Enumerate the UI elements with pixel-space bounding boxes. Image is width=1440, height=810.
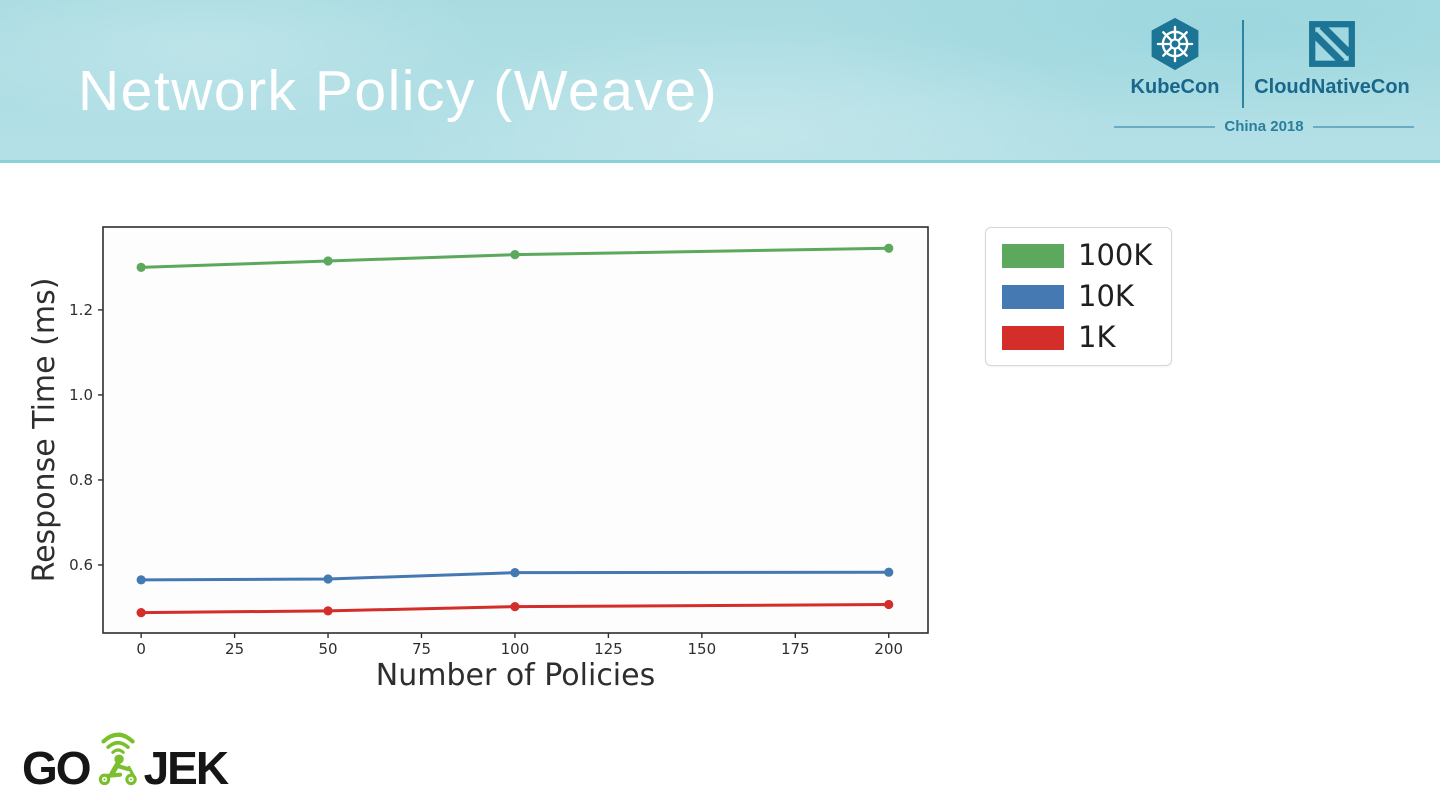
series-marker-100K (323, 256, 333, 266)
x-tick-label: 175 (781, 640, 810, 658)
header-band: Network Policy (Weave) (0, 0, 1440, 163)
event-line-right (1312, 125, 1414, 128)
series-marker-10K (884, 567, 894, 577)
logo-divider (1242, 20, 1244, 108)
y-tick-label: 0.6 (69, 556, 93, 574)
gojek-go-text: GO (22, 742, 92, 795)
legend-item-1K: 1K (1002, 323, 1155, 352)
series-marker-10K (323, 574, 333, 584)
cloudnativecon-label: CloudNativeCon (1254, 76, 1410, 98)
gojek-logo: GO JEK (22, 724, 229, 795)
series-marker-100K (136, 262, 146, 272)
legend-label: 10K (1078, 279, 1134, 313)
x-tick-label: 25 (225, 640, 244, 658)
kubernetes-helm-icon (1151, 17, 1199, 71)
legend-label: 1K (1078, 320, 1116, 354)
cloudnativecon-logo: CloudNativeCon (1252, 16, 1412, 99)
y-axis-label: Response Time (ms) (27, 278, 62, 583)
series-marker-1K (136, 607, 146, 618)
plot-frame (102, 226, 929, 634)
gojek-scooter-icon (98, 732, 137, 786)
kubecon-label: KubeCon (1130, 76, 1220, 98)
legend-item-100K: 100K (1002, 241, 1155, 270)
conference-logos: KubeCon CloudNativeCon China 2018 (1114, 16, 1414, 135)
x-tick-label: 100 (501, 640, 530, 658)
x-tick-label: 125 (594, 640, 623, 658)
x-tick-label: 50 (318, 640, 337, 658)
x-tick-label: 0 (136, 640, 146, 658)
kubecon-logo: KubeCon (1116, 16, 1234, 99)
event-label: China 2018 (1224, 118, 1304, 135)
series-marker-10K (510, 568, 520, 578)
series-marker-100K (510, 250, 520, 260)
series-line-100K (139, 246, 891, 269)
y-tick-label: 1.2 (69, 301, 93, 319)
gojek-jek-text: JEK (143, 742, 229, 795)
y-tick-label: 1.0 (69, 386, 93, 404)
series-line-10K (139, 570, 891, 582)
x-tick-label: 200 (874, 640, 903, 658)
page-title: Network Policy (Weave) (78, 59, 719, 123)
series-marker-1K (884, 599, 894, 610)
series-line-1K (139, 603, 891, 615)
series-marker-10K (136, 575, 146, 585)
event-row: China 2018 (1114, 118, 1414, 135)
legend-swatch (1002, 325, 1064, 350)
y-tick-label: 0.8 (69, 471, 93, 489)
legend-item-10K: 10K (1002, 282, 1155, 311)
legend-label: 100K (1078, 238, 1153, 272)
legend-swatch (1002, 284, 1064, 309)
response-time-chart: 0 25 50 75 100 125 150 175 200 0.6 0.8 1.0 1.2 Number… (27, 226, 929, 693)
x-axis-label: Number of Policies (376, 658, 655, 693)
x-tick-label: 150 (688, 640, 717, 658)
chart-legend: 100K 10K 1K (985, 227, 1172, 366)
series-marker-1K (510, 602, 520, 612)
event-line-left (1114, 125, 1216, 128)
series-marker-1K (323, 606, 333, 616)
cloudnativecon-icon (1309, 21, 1355, 67)
legend-swatch (1002, 243, 1064, 268)
x-tick-label: 75 (412, 640, 431, 658)
series-marker-100K (884, 243, 894, 253)
